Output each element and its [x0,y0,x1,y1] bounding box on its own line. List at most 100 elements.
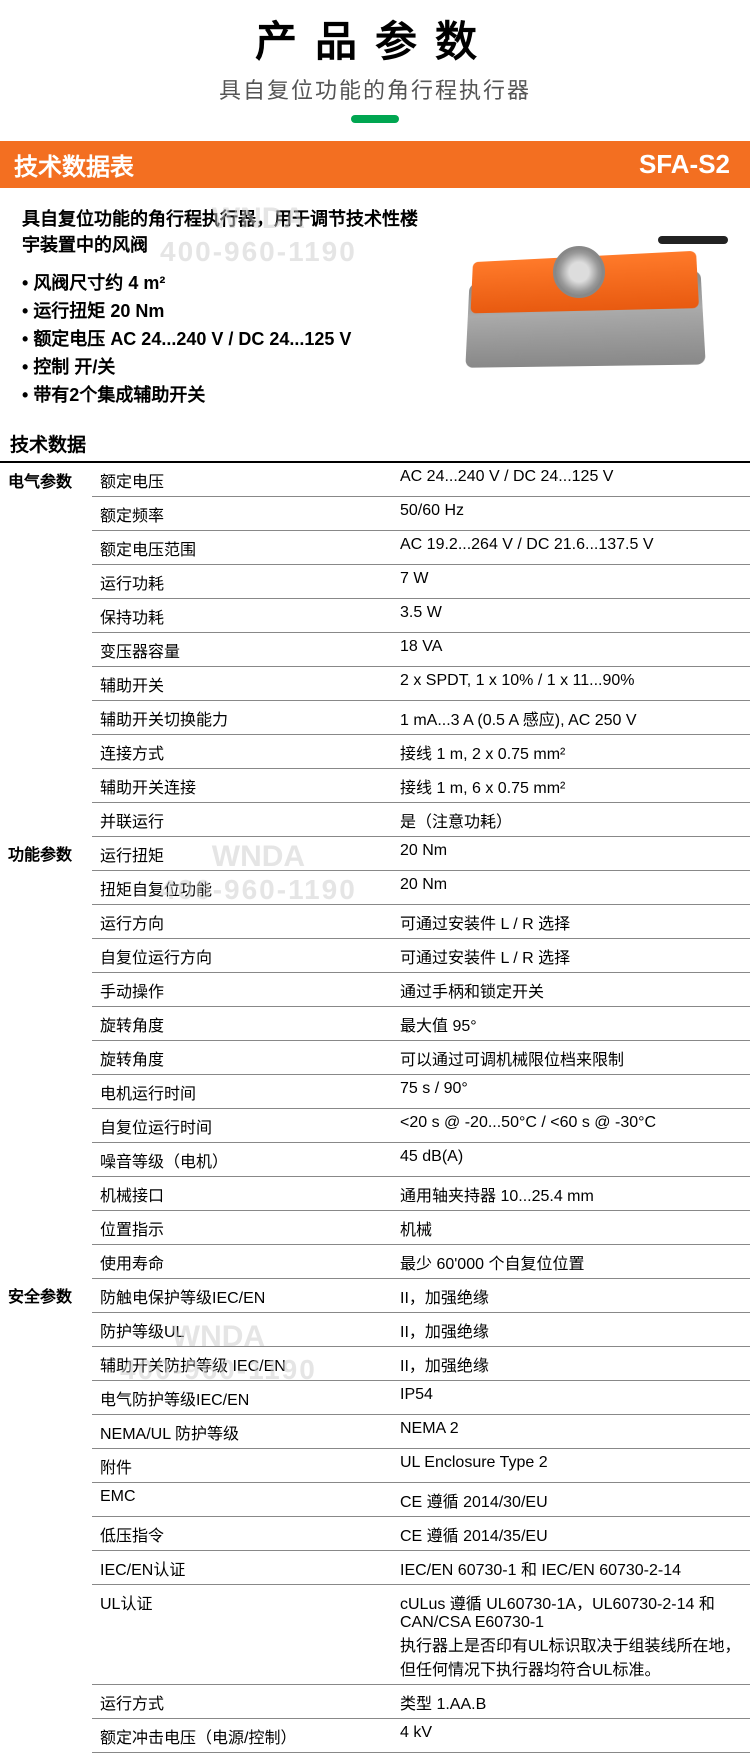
spec-category-cell [0,1448,92,1482]
spec-value-cell: II，加强绝缘 [392,1278,750,1312]
spec-label-cell: 运行方向 [92,904,392,938]
spec-value-cell: 4 kV [392,1718,750,1752]
spec-label-cell: 附件 [92,1448,392,1482]
spec-label-cell: 噪音等级（电机） [92,1142,392,1176]
product-description: 具自复位功能的角行程执行器，用于调节技术性楼宇装置中的风阀 [22,206,418,258]
spec-label-cell: 位置指示 [92,1210,392,1244]
spec-category-cell: 安全参数 [0,1278,92,1312]
spec-label-cell: 并联运行 [92,802,392,836]
tech-data-header: 技术数据 [0,424,750,463]
spec-label-cell: 额定电压范围 [92,530,392,564]
spec-label-cell: 运行功耗 [92,564,392,598]
spec-label-cell: 低压指令 [92,1516,392,1550]
spec-row: 自复位运行方向可通过安装件 L / R 选择 [0,938,750,972]
product-image [438,206,728,386]
spec-label-cell: 辅助开关连接 [92,768,392,802]
spec-value-cell: CE 遵循 2014/35/EU [392,1516,750,1550]
spec-label-cell: 额定电压 [92,463,392,497]
spec-table: 电气参数额定电压AC 24...240 V / DC 24...125 V额定频… [0,463,750,1753]
spec-label-cell: 辅助开关切换能力 [92,700,392,734]
feature-bullet-list: 风阀尺寸约 4 m² 运行扭矩 20 Nm 额定电压 AC 24...240 V… [22,270,418,409]
spec-row: 扭矩自复位功能20 Nm [0,870,750,904]
spec-category-cell [0,1040,92,1074]
spec-value-cell: 最大值 95° [392,1006,750,1040]
spec-category-cell [0,1584,92,1684]
spec-value-cell: II，加强绝缘 [392,1346,750,1380]
spec-row: EMCCE 遵循 2014/30/EU [0,1482,750,1516]
spec-row: 辅助开关切换能力1 mA...3 A (0.5 A 感应), AC 250 V [0,700,750,734]
spec-value-cell: 接线 1 m, 6 x 0.75 mm² [392,768,750,802]
spec-label-cell: EMC [92,1482,392,1516]
spec-category-cell [0,530,92,564]
spec-category-cell [0,598,92,632]
spec-value-cell: IP54 [392,1380,750,1414]
spec-category-cell [0,972,92,1006]
spec-label-cell: 电气防护等级IEC/EN [92,1380,392,1414]
spec-value-cell: 20 Nm [392,870,750,904]
spec-value-cell: 3.5 W [392,598,750,632]
spec-row: 运行方式类型 1.AA.B [0,1684,750,1718]
spec-value-cell: 1 mA...3 A (0.5 A 感应), AC 250 V [392,700,750,734]
actuator-cable-icon [658,236,728,244]
spec-row: 位置指示机械 [0,1210,750,1244]
banner-model-number: SFA-S2 [639,149,730,180]
spec-category-cell [0,768,92,802]
spec-label-cell: 扭矩自复位功能 [92,870,392,904]
spec-row: 额定电压范围AC 19.2...264 V / DC 21.6...137.5 … [0,530,750,564]
intro-text-block: 具自复位功能的角行程执行器，用于调节技术性楼宇装置中的风阀 风阀尺寸约 4 m²… [22,206,418,410]
spec-category-cell [0,1006,92,1040]
spec-category-cell [0,1718,92,1752]
spec-row: 并联运行是（注意功耗） [0,802,750,836]
spec-row: 自复位运行时间<20 s @ -20...50°C / <60 s @ -30°… [0,1108,750,1142]
spec-value-cell: AC 19.2...264 V / DC 21.6...137.5 V [392,530,750,564]
spec-label-cell: 额定频率 [92,496,392,530]
spec-row: 辅助开关防护等级 IEC/ENII，加强绝缘 [0,1346,750,1380]
spec-row: 机械接口通用轴夹持器 10...25.4 mm [0,1176,750,1210]
banner-left-label: 技术数据表 [14,147,134,182]
spec-value-cell: AC 24...240 V / DC 24...125 V [392,463,750,497]
spec-label-cell: 辅助开关防护等级 IEC/EN [92,1346,392,1380]
spec-row: 使用寿命最少 60'000 个自复位位置 [0,1244,750,1278]
spec-label-cell: 手动操作 [92,972,392,1006]
spec-category-cell [0,802,92,836]
spec-value-cell: 7 W [392,564,750,598]
page-header: 产品参数 具自复位功能的角行程执行器 [0,0,750,135]
spec-label-cell: 防护等级UL [92,1312,392,1346]
intro-section: 具自复位功能的角行程执行器，用于调节技术性楼宇装置中的风阀 风阀尺寸约 4 m²… [0,188,750,424]
spec-label-cell: UL认证 [92,1584,392,1684]
spec-value-cell: II，加强绝缘 [392,1312,750,1346]
spec-category-cell [0,1482,92,1516]
spec-category-cell [0,734,92,768]
spec-label-cell: 运行扭矩 [92,836,392,870]
spec-category-cell: 电气参数 [0,463,92,497]
spec-row: 低压指令CE 遵循 2014/35/EU [0,1516,750,1550]
spec-category-cell [0,666,92,700]
spec-value-cell: 机械 [392,1210,750,1244]
spec-category-cell [0,564,92,598]
spec-category-cell [0,1074,92,1108]
spec-row: 附件UL Enclosure Type 2 [0,1448,750,1482]
spec-category-cell [0,1244,92,1278]
spec-label-cell: 运行方式 [92,1684,392,1718]
spec-category-cell [0,1210,92,1244]
spec-label-cell: 连接方式 [92,734,392,768]
spec-row: IEC/EN认证IEC/EN 60730-1 和 IEC/EN 60730-2-… [0,1550,750,1584]
spec-label-cell: 额定冲击电压（电源/控制） [92,1718,392,1752]
spec-label-cell: 旋转角度 [92,1006,392,1040]
spec-value-cell: IEC/EN 60730-1 和 IEC/EN 60730-2-14 [392,1550,750,1584]
spec-value-cell: 最少 60'000 个自复位位置 [392,1244,750,1278]
feature-bullet: 风阀尺寸约 4 m² [22,270,418,298]
spec-category-cell [0,1312,92,1346]
spec-row: 旋转角度最大值 95° [0,1006,750,1040]
page-title: 产品参数 [0,8,750,69]
page-subtitle: 具自复位功能的角行程执行器 [0,73,750,105]
spec-category-cell [0,938,92,972]
spec-label-cell: 辅助开关 [92,666,392,700]
spec-label-cell: IEC/EN认证 [92,1550,392,1584]
spec-value-cell: 接线 1 m, 2 x 0.75 mm² [392,734,750,768]
spec-label-cell: 保持功耗 [92,598,392,632]
actuator-dial-icon [553,246,605,298]
spec-row: 手动操作通过手柄和锁定开关 [0,972,750,1006]
spec-row: 电气参数额定电压AC 24...240 V / DC 24...125 V [0,463,750,497]
spec-row: 运行功耗7 W [0,564,750,598]
